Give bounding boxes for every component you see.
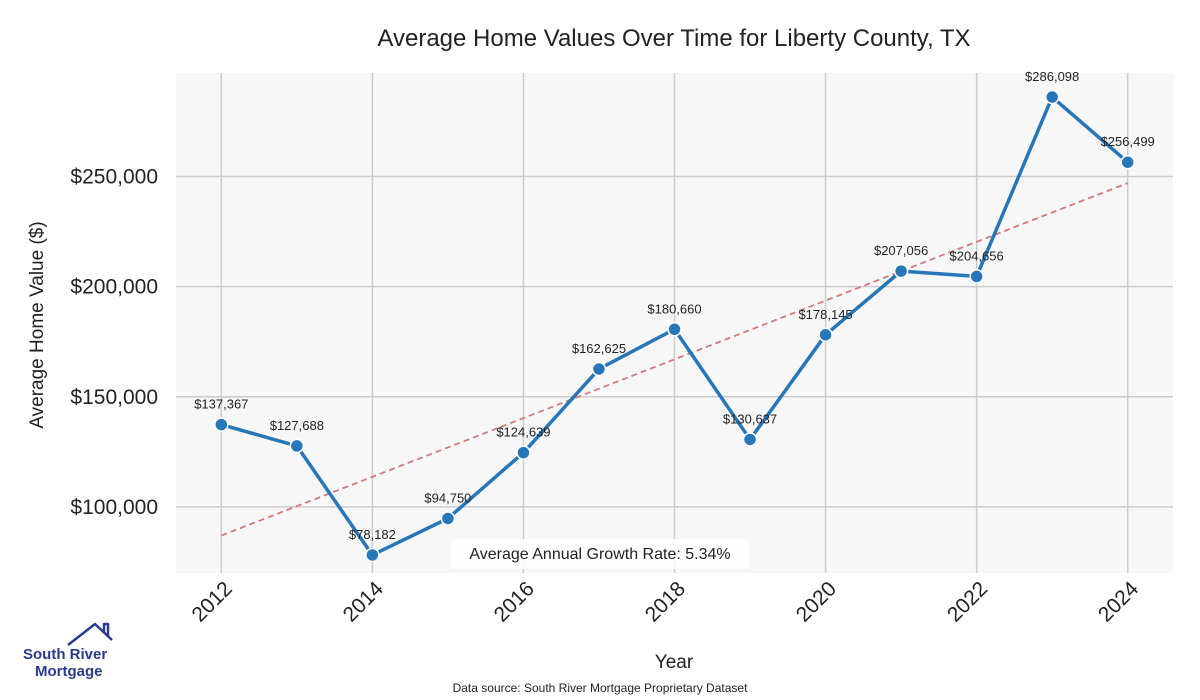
x-tick-label: 2016 (490, 577, 539, 626)
data-point (591, 361, 607, 377)
y-tick-label: $150,000 (70, 386, 158, 409)
data-label: $124,639 (496, 425, 550, 440)
x-tick-label: 2020 (792, 577, 841, 626)
data-label: $94,750 (424, 490, 471, 505)
y-tick-label: $200,000 (70, 276, 158, 299)
x-tick-label: 2018 (641, 577, 690, 626)
grid (176, 73, 1173, 573)
data-points (214, 89, 1135, 563)
logo-line-2: Mortgage (35, 663, 103, 680)
house-icon (67, 622, 113, 646)
data-point (969, 269, 984, 284)
x-axis-label: Year (655, 652, 694, 673)
data-point (365, 547, 380, 563)
data-point (893, 263, 909, 279)
data-point (1120, 154, 1135, 170)
data-label: $127,688 (270, 418, 324, 433)
x-tick-label: 2012 (188, 577, 237, 626)
growth-rate-annotation: Average Annual Growth Rate: 5.34% (450, 539, 750, 569)
y-tick-label: $100,000 (70, 496, 158, 519)
company-logo: South River Mortgage (23, 622, 113, 680)
data-label: $137,367 (194, 397, 248, 412)
y-axis-label: Average Home Value ($) (27, 221, 48, 428)
x-tick-label: 2014 (339, 577, 389, 627)
data-label: $162,625 (572, 341, 626, 356)
y-axis-ticks: $100,000 $150,000 $200,000 $250,000 (70, 166, 158, 519)
data-label: $178,145 (798, 307, 852, 322)
data-point (440, 511, 456, 526)
data-labels: $137,367 $127,688 $78,182 $94,750 $124,639 $1… (194, 69, 1155, 542)
trend-line-group (220, 182, 1129, 537)
data-point (516, 445, 531, 460)
data-point (214, 417, 229, 432)
data-label: $207,056 (874, 243, 928, 258)
data-label: $130,637 (723, 411, 777, 426)
data-point (1044, 89, 1060, 105)
x-tick-label: 2022 (943, 577, 992, 626)
trend-line (220, 182, 1129, 537)
chart-title: Average Home Values Over Time for Libert… (377, 25, 970, 52)
data-label: $204,656 (950, 248, 1004, 263)
data-point (742, 432, 758, 447)
y-tick-label: $250,000 (70, 166, 158, 189)
data-label: $78,182 (349, 527, 396, 542)
data-source: Data source: South River Mortgage Propri… (453, 681, 748, 695)
data-label: $256,499 (1101, 134, 1155, 149)
data-label: $180,660 (647, 301, 701, 316)
data-label: $286,098 (1025, 69, 1079, 84)
x-axis-ticks: 2012 2014 2016 2018 2020 2022 2024 (188, 577, 1144, 627)
logo-line-1: South River (23, 646, 107, 663)
data-point (667, 322, 682, 337)
growth-rate-text: Average Annual Growth Rate: 5.34% (469, 546, 730, 563)
x-tick-label: 2024 (1094, 577, 1144, 627)
data-point (289, 438, 305, 454)
data-point (818, 327, 833, 343)
